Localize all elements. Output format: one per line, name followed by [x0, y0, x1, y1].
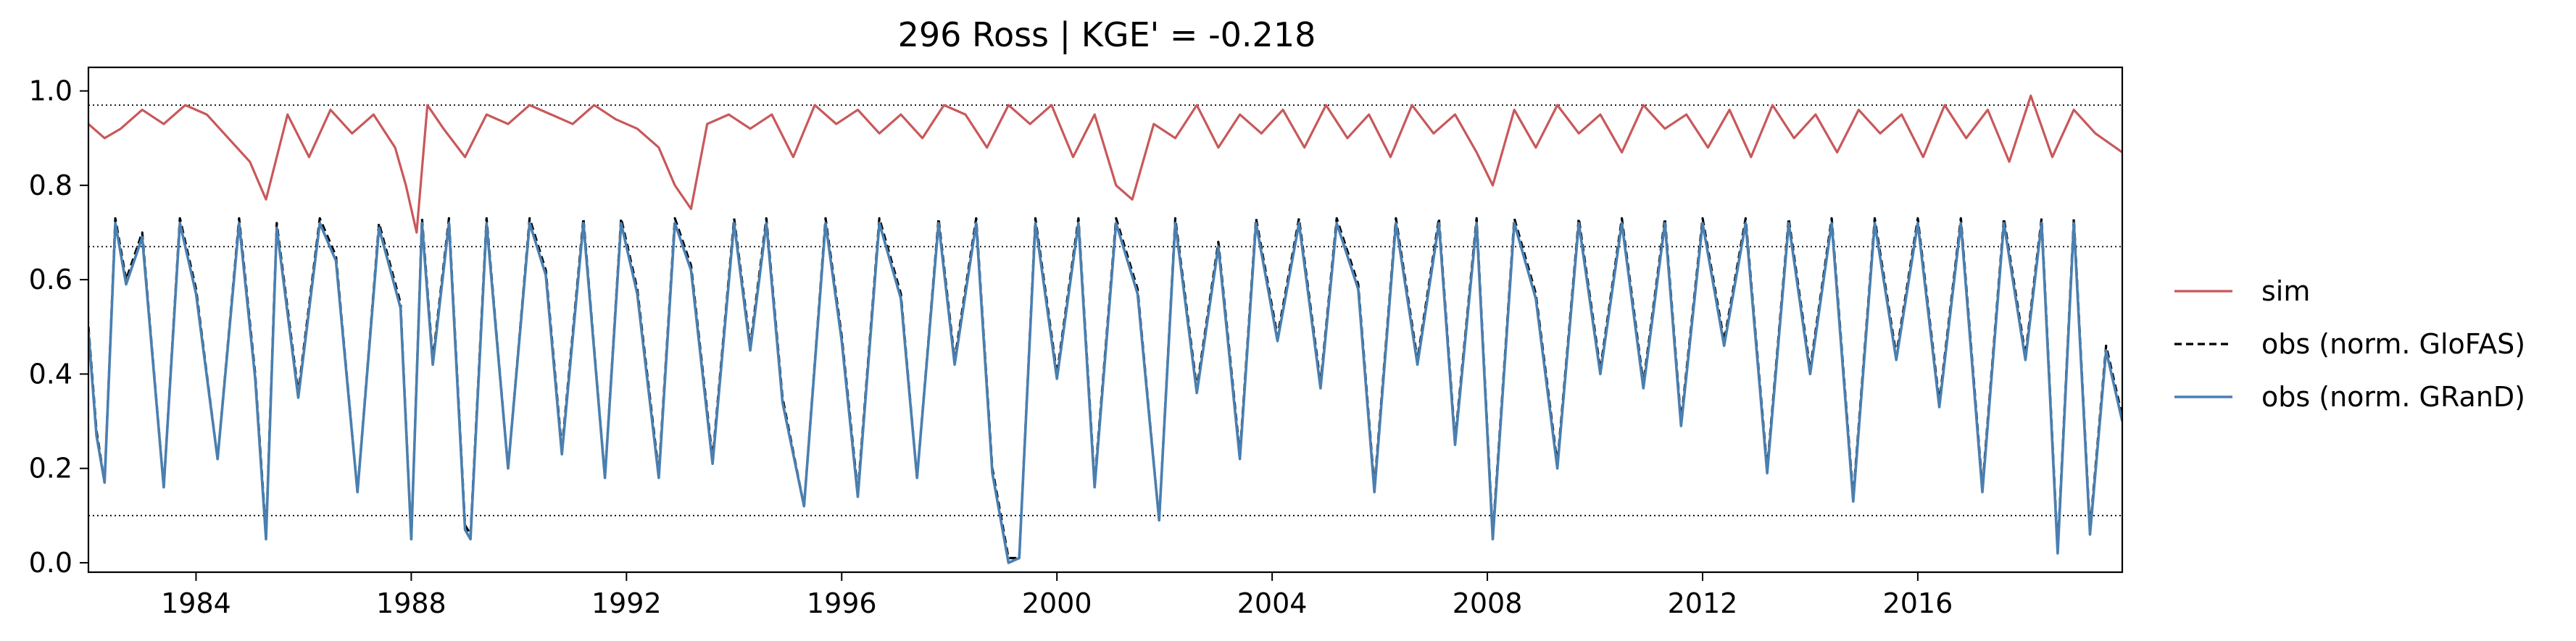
- legend-label-obs-glofas: obs (norm. GloFAS): [2261, 328, 2525, 360]
- series-line-obs-glofas: [88, 217, 2122, 560]
- x-tick-label: 2012: [1668, 587, 1738, 619]
- x-tick-label: 2000: [1022, 587, 1092, 619]
- chart-title: 296 Ross | KGE' = -0.218: [898, 15, 1316, 55]
- plot-frame: [87, 66, 2124, 574]
- x-tick-label: 1992: [591, 587, 662, 619]
- series-line-sim: [88, 94, 2122, 234]
- legend-label-obs-grand: obs (norm. GRanD): [2261, 381, 2525, 413]
- y-tick-label: 0.8: [29, 169, 72, 201]
- y-tick-label: 0.0: [29, 547, 72, 579]
- x-tick-label: 2016: [1883, 587, 1953, 619]
- y-tick-label: 0.2: [29, 453, 72, 485]
- legend-label-sim: sim: [2261, 275, 2310, 307]
- x-tick-label: 1984: [161, 587, 231, 619]
- x-axis: 1984 1988 1992 1996 2000 2004 2008 2012 2016: [161, 572, 1953, 619]
- y-tick-label: 0.6: [29, 264, 72, 296]
- y-tick-label: 0.4: [29, 358, 72, 390]
- y-tick-label: 1.0: [29, 75, 72, 107]
- x-tick-label: 1996: [807, 587, 877, 619]
- legend: sim obs (norm. GloFAS) obs (norm. GRanD): [2174, 275, 2525, 413]
- x-tick-label: 1988: [376, 587, 446, 619]
- x-tick-label: 2008: [1453, 587, 1523, 619]
- series-line-obs-grand: [88, 222, 2122, 564]
- plot-area: [87, 66, 2124, 574]
- x-tick-label: 2004: [1237, 587, 1308, 619]
- y-axis: 0.0 0.2 0.4 0.6 0.8 1.0: [29, 75, 88, 579]
